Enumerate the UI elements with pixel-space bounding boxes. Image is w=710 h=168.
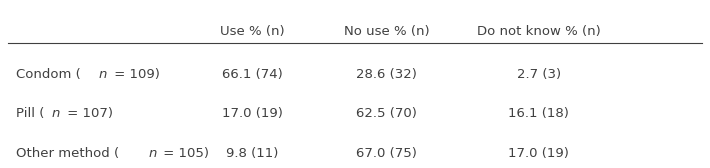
Text: 62.5 (70): 62.5 (70) [356, 107, 417, 120]
Text: n: n [148, 147, 156, 160]
Text: 2.7 (3): 2.7 (3) [517, 68, 561, 81]
Text: Condom (: Condom ( [16, 68, 80, 81]
Text: = 109): = 109) [109, 68, 159, 81]
Text: = 107): = 107) [62, 107, 113, 120]
Text: 17.0 (19): 17.0 (19) [222, 107, 283, 120]
Text: n: n [99, 68, 107, 81]
Text: n: n [52, 107, 60, 120]
Text: Use % (n): Use % (n) [220, 25, 285, 38]
Text: 28.6 (32): 28.6 (32) [356, 68, 417, 81]
Text: 17.0 (19): 17.0 (19) [508, 147, 569, 160]
Text: = 105): = 105) [159, 147, 209, 160]
Text: No use % (n): No use % (n) [344, 25, 430, 38]
Text: Pill (: Pill ( [16, 107, 44, 120]
Text: 9.8 (11): 9.8 (11) [226, 147, 278, 160]
Text: 67.0 (75): 67.0 (75) [356, 147, 417, 160]
Text: Other method (: Other method ( [16, 147, 119, 160]
Text: 66.1 (74): 66.1 (74) [222, 68, 283, 81]
Text: 16.1 (18): 16.1 (18) [508, 107, 569, 120]
Text: Do not know % (n): Do not know % (n) [477, 25, 601, 38]
